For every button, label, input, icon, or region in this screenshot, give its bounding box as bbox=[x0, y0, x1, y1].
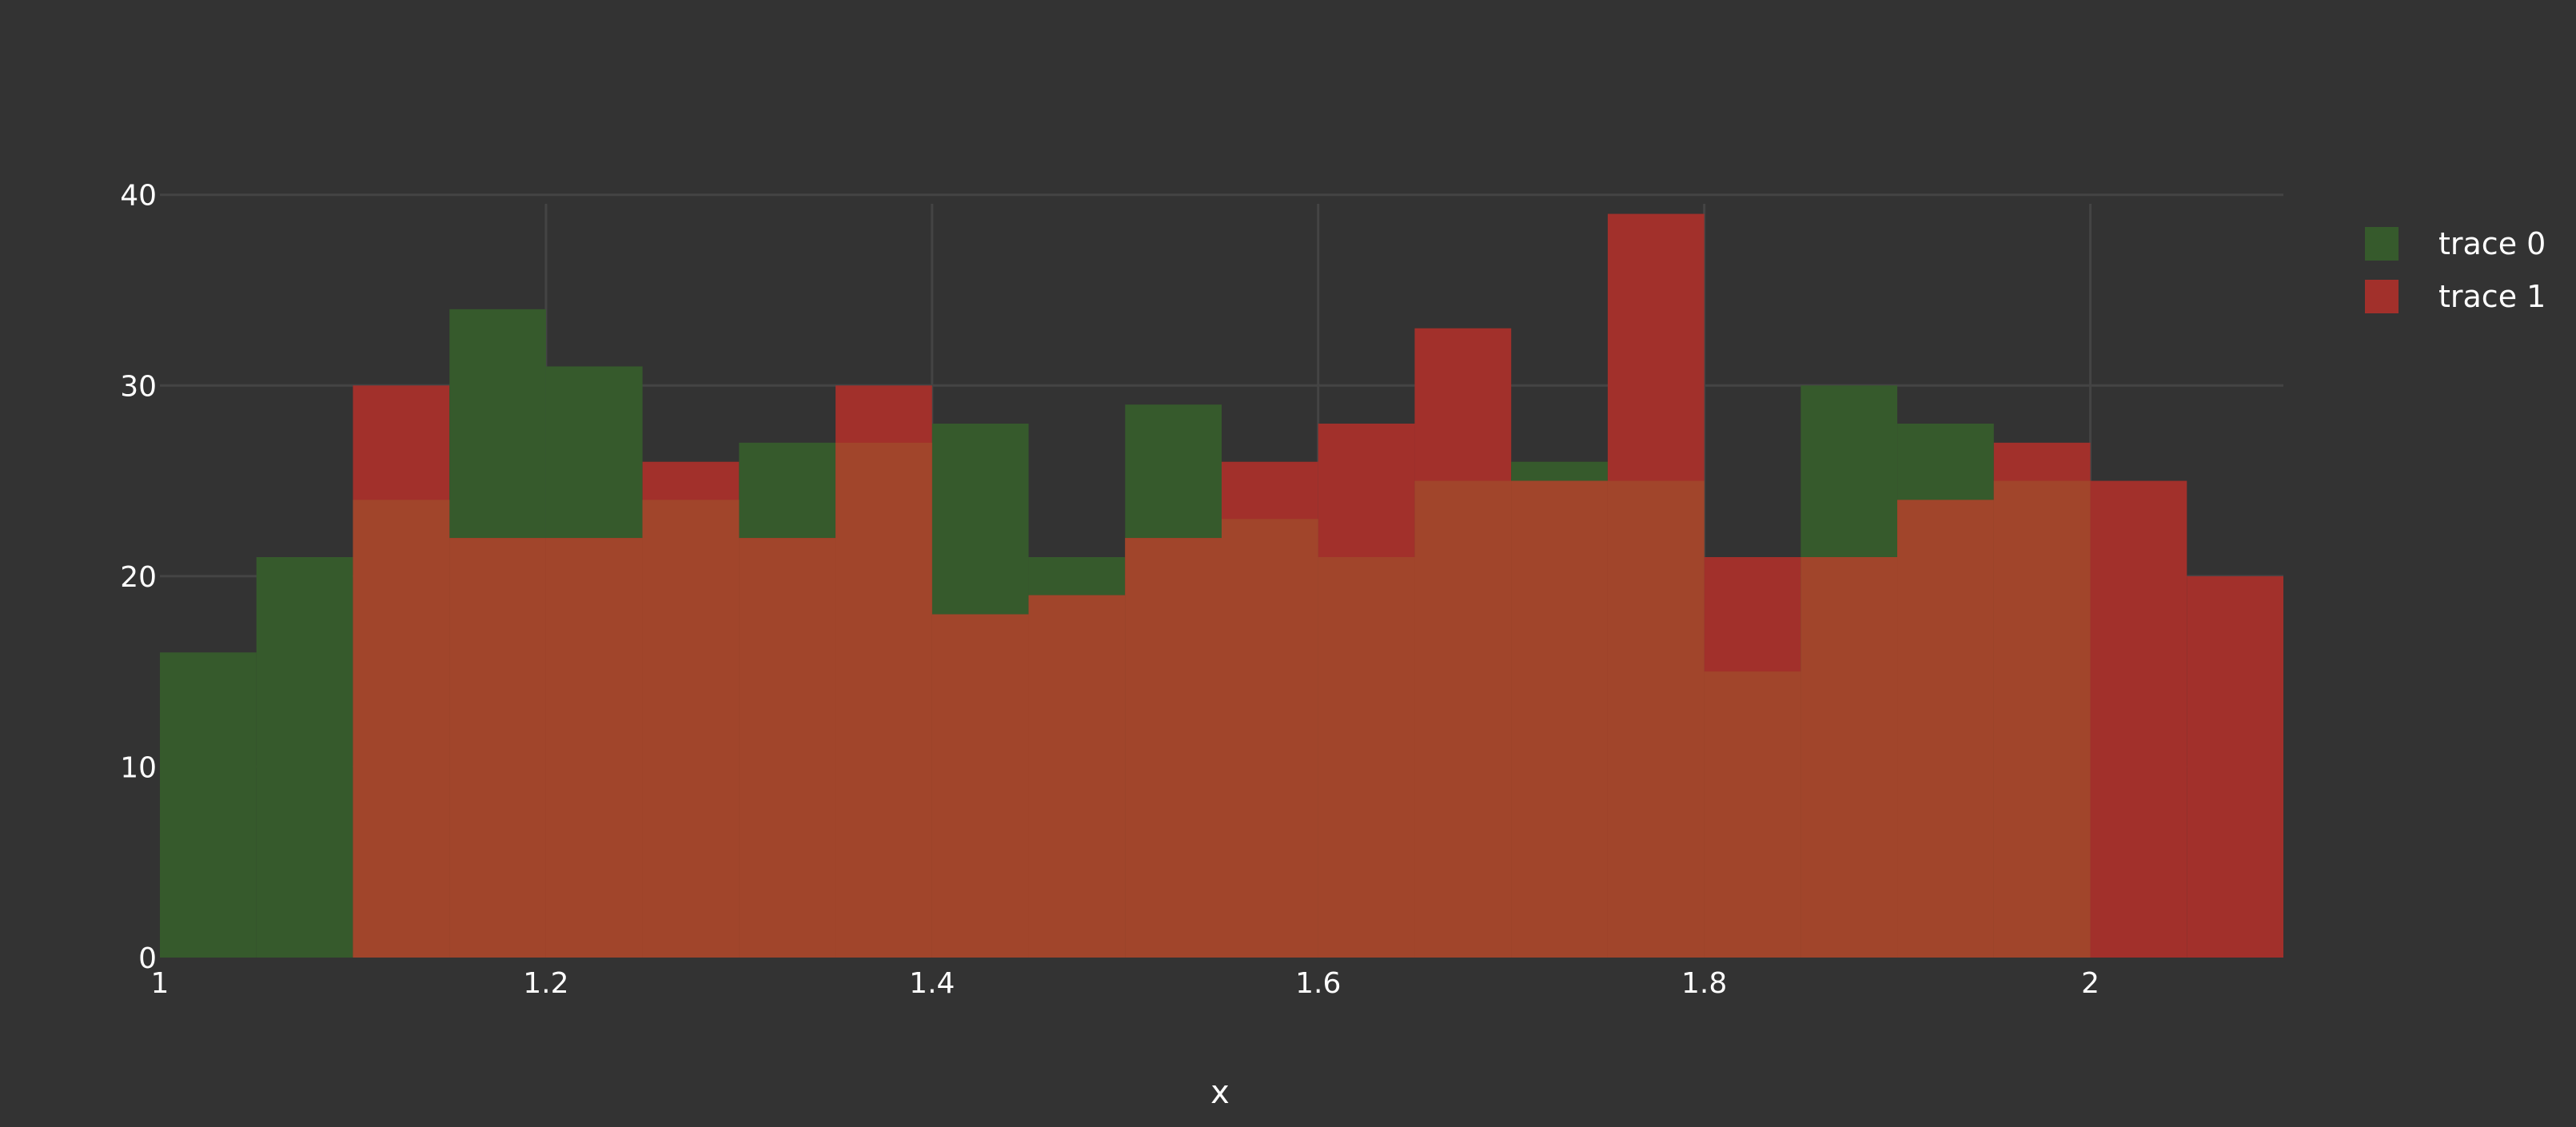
y-tick-label: 20 bbox=[120, 561, 157, 594]
bar-overlap bbox=[1897, 500, 1994, 958]
x-axis-title: x bbox=[1210, 1074, 1230, 1111]
y-tick-label: 30 bbox=[120, 370, 157, 403]
bar-overlap bbox=[835, 442, 932, 958]
bar-overlap bbox=[1125, 538, 1222, 958]
bar-overlap bbox=[545, 538, 643, 958]
x-tick-label: 1.8 bbox=[1681, 967, 1727, 1000]
bar-overlap bbox=[931, 614, 1029, 958]
x-axis-ticks: 1 1.2 1.4 1.6 1.8 2 bbox=[151, 967, 2099, 1000]
x-tick-label: 1.6 bbox=[1295, 967, 1341, 1000]
bar-overlap bbox=[1511, 480, 1608, 958]
y-axis-ticks: 0 10 20 30 40 bbox=[120, 180, 157, 975]
bar-trace-1 bbox=[2187, 575, 2283, 958]
legend-swatch-1 bbox=[2365, 280, 2399, 313]
x-tick-label: 1.4 bbox=[909, 967, 955, 1000]
x-tick-label: 1.2 bbox=[523, 967, 568, 1000]
legend-label-1: trace 1 bbox=[2438, 279, 2546, 314]
legend-label-0: trace 0 bbox=[2438, 226, 2546, 261]
bar-overlap bbox=[739, 538, 836, 958]
x-tick-label: 2 bbox=[2081, 967, 2099, 1000]
bar-trace-0 bbox=[160, 652, 257, 958]
y-tick-label: 40 bbox=[120, 180, 157, 213]
legend: trace 0 trace 1 bbox=[2365, 226, 2546, 314]
x-tick-label: 1 bbox=[151, 967, 169, 1000]
bar-overlap bbox=[642, 500, 740, 958]
bar-overlap bbox=[1414, 480, 1512, 958]
bar-overlap bbox=[449, 538, 546, 958]
bar-overlap bbox=[1222, 519, 1318, 958]
bar-overlap bbox=[1993, 480, 2091, 958]
y-tick-label: 10 bbox=[120, 751, 157, 784]
y-tick-label: 0 bbox=[138, 942, 157, 975]
bar-overlap bbox=[1028, 595, 1126, 958]
overlap-bars bbox=[353, 442, 2091, 958]
legend-swatch-0 bbox=[2365, 227, 2399, 261]
bar-overlap bbox=[1800, 557, 1898, 958]
bar-trace-1 bbox=[2090, 480, 2187, 958]
bar-overlap bbox=[353, 500, 450, 958]
bar-overlap bbox=[1318, 557, 1415, 958]
bar-overlap bbox=[1607, 480, 1705, 958]
bar-trace-0 bbox=[256, 557, 353, 958]
bar-overlap bbox=[1704, 671, 1801, 958]
